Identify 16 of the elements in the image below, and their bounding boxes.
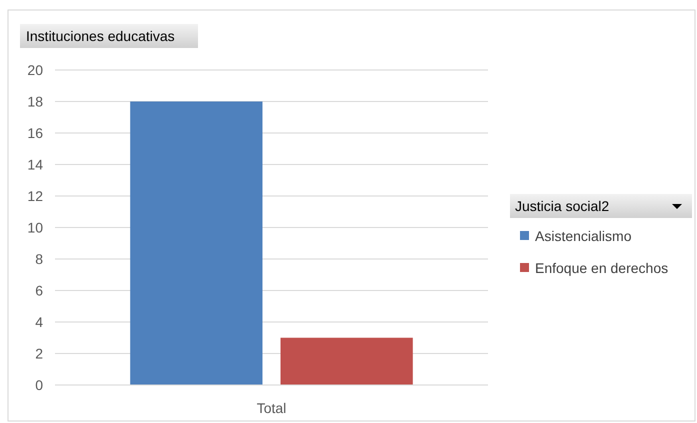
legend-label: Enfoque en derechos — [535, 260, 668, 276]
y-tick-label: 6 — [35, 282, 44, 298]
y-tick-label: 8 — [35, 251, 44, 267]
y-tick-label: 14 — [27, 156, 44, 172]
y-tick-label: 2 — [35, 346, 44, 362]
legend-title: Justicia social2 — [515, 198, 610, 214]
chart-title: Instituciones educativas — [26, 28, 175, 44]
y-tick-label: 10 — [27, 220, 44, 236]
y-tick-label: 16 — [27, 125, 44, 141]
x-tick-label: Total — [256, 400, 286, 416]
y-tick-label: 20 — [27, 62, 44, 78]
y-tick-label: 12 — [27, 188, 44, 204]
y-tick-label: 18 — [27, 94, 44, 110]
y-tick-label: 4 — [35, 314, 44, 330]
y-tick-label: 0 — [35, 377, 44, 393]
legend-label: Asistencialismo — [535, 228, 632, 244]
